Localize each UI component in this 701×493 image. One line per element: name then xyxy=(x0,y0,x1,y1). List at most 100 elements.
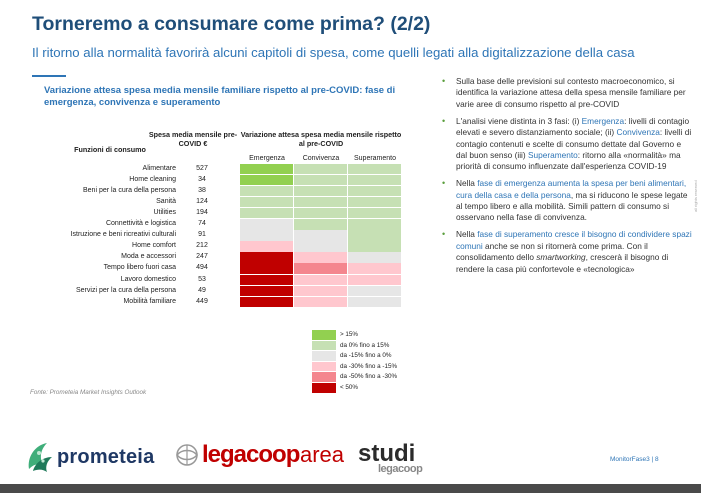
row-value: 194 xyxy=(196,209,208,217)
header-spesa: Spesa media mensile pre-COVID € xyxy=(148,130,238,148)
row-label: Connettività e logistica xyxy=(105,220,176,228)
row-value: 527 xyxy=(196,165,208,172)
heatmap-cell-emergenza xyxy=(240,164,293,175)
areastudi-sub-word: legacoop xyxy=(378,463,423,475)
row-value: 91 xyxy=(198,231,206,239)
heatmap-cell-emergenza xyxy=(240,230,293,241)
bottom-bar xyxy=(0,484,701,493)
row-value: 212 xyxy=(196,242,208,250)
heatmap-cell-superamento xyxy=(348,230,401,241)
bullet-2: • L'analisi viene distinta in 3 fasi: (i… xyxy=(442,115,692,172)
heatmap-cell-emergenza xyxy=(240,186,293,197)
areastudi-area-word: area xyxy=(300,442,345,467)
bullet-1: • Sulla base delle previsioni sul contes… xyxy=(442,76,686,109)
legend-swatch xyxy=(312,330,336,340)
heatmap-cell-superamento xyxy=(348,263,401,274)
heatmap-cell-emergenza xyxy=(240,252,293,263)
table-row: Istruzione e beni ricreativi culturali 91 xyxy=(20,230,420,241)
legacoop-logo: legacoop xyxy=(172,441,300,474)
header-superamento: Superamento xyxy=(353,155,397,162)
heatmap-cell-emergenza xyxy=(240,263,293,274)
legend-swatch xyxy=(312,361,336,372)
legend-item: > 15% xyxy=(312,330,432,340)
legend-label: da 0% fino a 15% xyxy=(340,341,390,349)
heatmap-cell-superamento xyxy=(348,186,401,197)
chart-title: Variazione attesa spesa media mensile fa… xyxy=(44,85,396,108)
legend-label: < 50% xyxy=(340,384,359,391)
heatmap-cell-emergenza xyxy=(240,208,293,219)
heatmap-cell-superamento xyxy=(348,285,401,296)
row-label: Mobilità familiare xyxy=(123,297,176,305)
bullet-dot: • xyxy=(442,76,446,86)
row-label: Utilities xyxy=(153,209,176,217)
heatmap-cell-emergenza xyxy=(240,296,293,307)
row-label: Moda e accessori xyxy=(121,253,176,261)
copyright-side-text: all rights reserved xyxy=(693,180,698,212)
heatmap-cell-superamento xyxy=(348,175,401,186)
prometeia-mark-icon xyxy=(28,443,52,472)
legend-label: da -30% fino a -15% xyxy=(340,362,398,370)
heatmap-cell-convivenza xyxy=(294,296,347,307)
heatmap-cell-convivenza xyxy=(294,219,347,230)
row-label: Lavoro domestico xyxy=(120,275,176,283)
heatmap-cell-convivenza xyxy=(294,230,347,241)
heatmap-cell-convivenza xyxy=(294,285,347,296)
prometeia-wordmark: prometeia xyxy=(57,446,155,468)
heatmap-cell-convivenza xyxy=(294,208,347,219)
row-value: 449 xyxy=(196,297,208,305)
bullet-dot: • xyxy=(442,229,446,240)
table-row: Alimentare 527 xyxy=(20,164,420,175)
bullet-4: • Nella fase di superamento cresce il bi… xyxy=(442,229,692,274)
legacoop-mark-icon xyxy=(176,444,198,466)
table-row: Utilities 194 xyxy=(20,208,420,219)
bullet-dot: • xyxy=(442,115,446,126)
bullet-list: • Sulla base delle previsioni sul contes… xyxy=(430,76,692,281)
table-row: Sanità 124 xyxy=(20,197,420,208)
row-value: 49 xyxy=(198,286,206,294)
legacoop-wordmark: legacoop xyxy=(202,441,300,468)
source-note: Fonte: Prometeia Market Insights Outlook xyxy=(30,389,147,396)
areastudi-studi-word: studi xyxy=(358,440,416,467)
row-label: Istruzione e beni ricreativi culturali xyxy=(70,231,176,239)
header-convivenza: Convivenza xyxy=(302,155,340,162)
header-funzioni: Funzioni di consumo xyxy=(74,145,146,154)
footer-page-number: MonitorFase3 | 8 xyxy=(610,456,659,463)
table-row: Connettività e logistica 74 xyxy=(20,219,420,230)
heatmap-cell-convivenza xyxy=(294,197,347,208)
heatmap-cell-superamento xyxy=(348,241,401,252)
heatmap-cell-superamento xyxy=(348,274,401,285)
table-row: Home comfort 212 xyxy=(20,241,420,252)
heatmap-cell-emergenza xyxy=(240,274,293,285)
heatmap-cell-convivenza xyxy=(294,175,347,186)
table-row: Mobilità familiare 449 xyxy=(20,296,420,308)
page-subtitle: Il ritorno alla normalità favorirà alcun… xyxy=(32,45,635,60)
heatmap-cell-emergenza xyxy=(240,285,293,296)
heatmap-cell-superamento xyxy=(348,296,401,307)
heatmap-cell-convivenza xyxy=(294,164,347,175)
bullet-3: • Nella fase di emergenza aumenta la spe… xyxy=(442,178,688,223)
heatmap-cell-convivenza xyxy=(294,274,347,285)
heatmap-cell-convivenza xyxy=(294,252,347,263)
row-label: Home cleaning xyxy=(129,176,176,184)
page-title: Torneremo a consumare come prima? (2/2) xyxy=(32,13,431,35)
row-value: 494 xyxy=(196,264,208,272)
legend-swatch xyxy=(312,351,336,361)
legend-item: < 50% xyxy=(312,383,432,393)
legend-label: da -50% fino a -30% xyxy=(340,373,398,381)
title-underline xyxy=(32,75,66,77)
legend-swatch xyxy=(312,372,336,382)
heatmap-cell-superamento xyxy=(348,252,401,263)
row-value: 124 xyxy=(196,198,208,206)
table-row: Home cleaning 34 xyxy=(20,175,420,186)
header-variazione: Variazione attesa spesa media mensile ri… xyxy=(240,130,402,148)
heatmap-cell-emergenza xyxy=(240,241,293,252)
row-label: Beni per la cura della persona xyxy=(82,187,176,195)
table-row: Tempo libero fuori casa 494 xyxy=(20,263,420,274)
table-row: Servizi per la cura della persona 49 xyxy=(20,285,420,297)
row-value: 34 xyxy=(198,176,206,184)
heatmap-cell-emergenza xyxy=(240,175,293,186)
legend-swatch xyxy=(312,340,336,351)
table-row: Moda e accessori 247 xyxy=(20,252,420,263)
heatmap-cell-superamento xyxy=(348,197,401,208)
